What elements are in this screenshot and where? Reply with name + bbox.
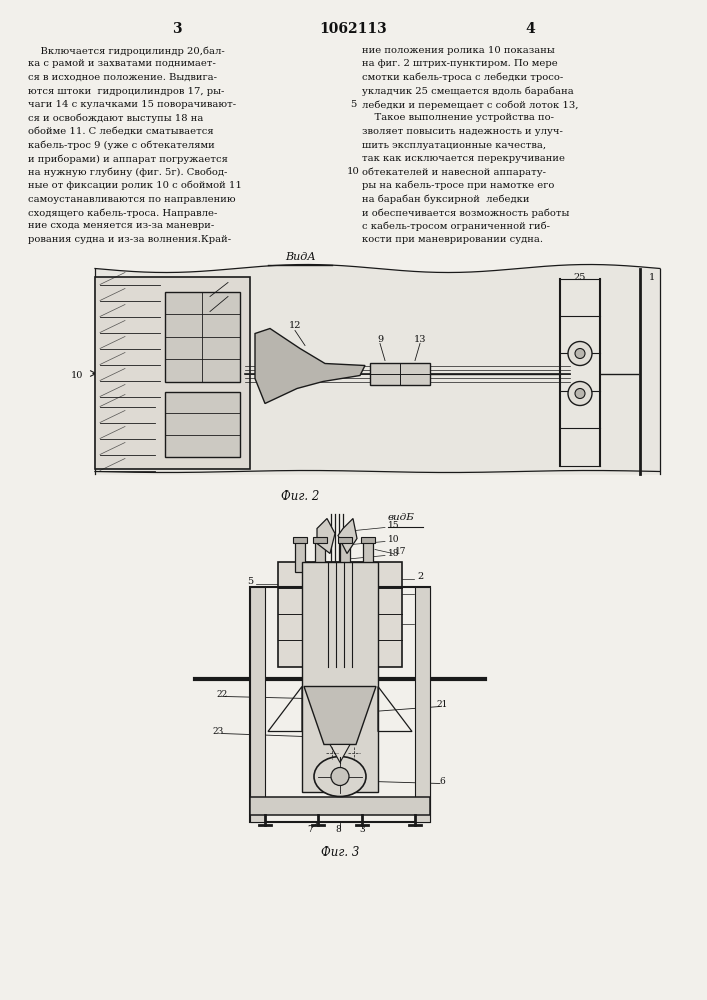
Polygon shape <box>255 328 365 403</box>
Text: Такое выполнение устройства по-: Такое выполнение устройства по- <box>362 113 554 122</box>
Text: 11: 11 <box>417 617 429 626</box>
Text: 18: 18 <box>388 549 399 558</box>
Text: ся и освобождают выступы 18 на: ся и освобождают выступы 18 на <box>28 113 204 123</box>
Text: 7: 7 <box>307 825 313 834</box>
Bar <box>313 536 327 542</box>
Text: Фиг. 2: Фиг. 2 <box>281 489 319 502</box>
Text: 12: 12 <box>288 322 301 330</box>
Text: 10: 10 <box>71 371 83 380</box>
Bar <box>363 542 373 572</box>
Text: Включается гидроцилиндр 20,бал-: Включается гидроцилиндр 20,бал- <box>28 46 225 55</box>
Text: 4: 4 <box>525 22 535 36</box>
Text: кабель-трос 9 (уже с обтекателями: кабель-трос 9 (уже с обтекателями <box>28 140 215 150</box>
Text: 22: 22 <box>216 690 228 699</box>
Text: смотки кабель-троса с лебедки тросо-: смотки кабель-троса с лебедки тросо- <box>362 73 563 83</box>
Bar <box>165 292 240 381</box>
Text: укладчик 25 смещается вдоль барабана: укладчик 25 смещается вдоль барабана <box>362 87 574 96</box>
Text: ние схода меняется из-за маневри-: ние схода меняется из-за маневри- <box>28 222 214 231</box>
Text: ры на кабель-тросе при намотке его: ры на кабель-тросе при намотке его <box>362 181 554 190</box>
Text: 1062113: 1062113 <box>319 22 387 36</box>
Text: ные от фиксации ролик 10 с обоймой 11: ные от фиксации ролик 10 с обоймой 11 <box>28 181 242 190</box>
Text: ся в исходное положение. Выдвига-: ся в исходное положение. Выдвига- <box>28 73 217 82</box>
Bar <box>361 536 375 542</box>
Bar <box>278 562 402 666</box>
Bar <box>315 542 325 572</box>
Text: на нужную глубину (фиг. 5г). Свобод-: на нужную глубину (фиг. 5г). Свобод- <box>28 167 228 177</box>
Ellipse shape <box>314 756 366 796</box>
Text: и обеспечивается возможность работы: и обеспечивается возможность работы <box>362 208 569 218</box>
Text: 3: 3 <box>359 825 365 834</box>
Circle shape <box>575 349 585 359</box>
Text: рования судна и из-за волнения.Край-: рования судна и из-за волнения.Край- <box>28 235 231 244</box>
Circle shape <box>568 381 592 406</box>
Text: кости при маневрировании судна.: кости при маневрировании судна. <box>362 235 543 244</box>
Bar <box>295 542 305 572</box>
Text: 5: 5 <box>247 577 253 586</box>
Text: сходящего кабель-троса. Направле-: сходящего кабель-троса. Направле- <box>28 208 217 218</box>
Text: видБ: видБ <box>388 514 415 522</box>
Text: 8: 8 <box>335 825 341 834</box>
Polygon shape <box>338 518 357 554</box>
Text: 2: 2 <box>417 572 423 581</box>
Text: лебедки и перемещает с собой лоток 13,: лебедки и перемещает с собой лоток 13, <box>362 100 578 109</box>
Text: с кабель-тросом ограниченной гиб-: с кабель-тросом ограниченной гиб- <box>362 222 550 231</box>
Text: 4: 4 <box>417 587 423 596</box>
Polygon shape <box>317 518 335 554</box>
Text: самоустанавливаются по направлению: самоустанавливаются по направлению <box>28 194 235 204</box>
Bar <box>370 362 430 384</box>
Text: ются штоки  гидроцилиндров 17, ры-: ются штоки гидроцилиндров 17, ры- <box>28 87 224 96</box>
Text: на барабан буксирной  лебедки: на барабан буксирной лебедки <box>362 194 530 204</box>
Bar <box>165 391 240 456</box>
Bar <box>302 562 378 792</box>
Text: и приборами) и аппарат погружается: и приборами) и аппарат погружается <box>28 154 228 163</box>
Bar <box>250 586 265 822</box>
Text: так как исключается перекручивание: так как исключается перекручивание <box>362 154 565 163</box>
Text: 3: 3 <box>173 22 182 36</box>
Text: 25: 25 <box>574 273 586 282</box>
Text: 10: 10 <box>346 167 359 176</box>
Circle shape <box>568 342 592 365</box>
Text: 13: 13 <box>414 336 426 344</box>
Bar <box>340 542 350 572</box>
Text: зволяет повысить надежность и улуч-: зволяет повысить надежность и улуч- <box>362 127 563 136</box>
Text: 17: 17 <box>395 547 407 556</box>
Text: ние положения ролика 10 показаны: ние положения ролика 10 показаны <box>362 46 555 55</box>
Text: чаги 14 с кулачками 15 поворачивают-: чаги 14 с кулачками 15 поворачивают- <box>28 100 236 109</box>
Text: 23: 23 <box>212 727 223 736</box>
Circle shape <box>575 388 585 398</box>
Text: Фиг. 3: Фиг. 3 <box>321 846 359 859</box>
Text: 6: 6 <box>439 777 445 786</box>
Polygon shape <box>304 686 376 744</box>
Text: 1: 1 <box>649 273 655 282</box>
Bar <box>95 276 250 468</box>
Text: шить эксплуатационные качества,: шить эксплуатационные качества, <box>362 140 546 149</box>
Bar <box>250 586 430 822</box>
Bar <box>415 586 430 822</box>
Text: 15: 15 <box>388 521 399 530</box>
Text: обойме 11. С лебедки сматывается: обойме 11. С лебедки сматывается <box>28 127 214 136</box>
Bar <box>312 562 368 666</box>
Text: 10: 10 <box>388 535 399 544</box>
Text: ка с рамой и захватами поднимает-: ка с рамой и захватами поднимает- <box>28 60 216 68</box>
Bar <box>250 796 430 814</box>
Bar <box>293 536 307 542</box>
Text: 2: 2 <box>230 276 236 286</box>
Text: 9: 9 <box>377 336 383 344</box>
Text: обтекателей и навесной аппарату-: обтекателей и навесной аппарату- <box>362 167 546 177</box>
Text: 4: 4 <box>230 290 236 300</box>
Text: на фиг. 2 штрих-пунктиром. По мере: на фиг. 2 штрих-пунктиром. По мере <box>362 60 558 68</box>
Text: 5: 5 <box>350 100 356 109</box>
Circle shape <box>331 768 349 786</box>
Bar <box>338 536 352 542</box>
Polygon shape <box>330 744 350 762</box>
Text: ВидА: ВидА <box>285 252 315 262</box>
Text: 21: 21 <box>436 700 448 709</box>
